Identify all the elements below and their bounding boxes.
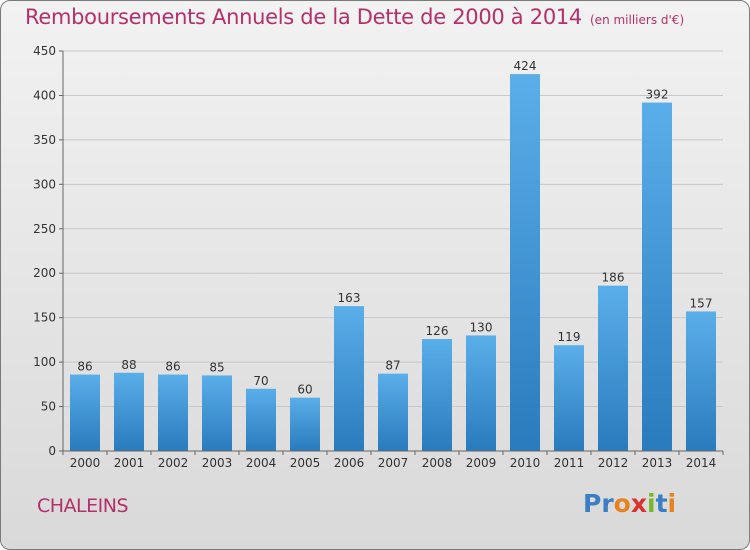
bar (114, 372, 144, 451)
bar (334, 306, 364, 451)
logo-letter: r (601, 489, 614, 518)
title-text: Remboursements Annuels de la Dette de 20… (25, 5, 582, 29)
x-tick-label: 2006 (334, 456, 365, 470)
bar-value-label: 186 (602, 271, 625, 285)
y-tick-label: 450 (33, 44, 56, 58)
logo-letter: i (667, 489, 677, 518)
x-tick-label: 2002 (158, 456, 189, 470)
x-tick-label: 2009 (466, 456, 497, 470)
x-tick-label: 2012 (598, 456, 629, 470)
bar (686, 311, 716, 451)
bar (378, 373, 408, 451)
x-tick-label: 2004 (246, 456, 277, 470)
x-tick-label: 2001 (114, 456, 145, 470)
bar-value-label: 163 (338, 291, 361, 305)
proxiti-logo: Proxiti (583, 489, 676, 518)
x-tick-label: 2011 (554, 456, 585, 470)
bar-value-label: 392 (646, 88, 669, 102)
y-tick-label: 200 (33, 266, 56, 280)
y-axis: 0 50 100 150 200 250 300 350 400 450 (33, 44, 64, 458)
title-unit: (en milliers d'€) (590, 13, 685, 27)
logo-letter: o (613, 489, 631, 518)
logo-letter: x (630, 489, 647, 518)
bar (70, 374, 100, 451)
bar-value-label: 88 (121, 358, 136, 372)
x-tick-label: 2014 (686, 456, 717, 470)
y-tick-label: 0 (48, 444, 56, 458)
bar-value-label: 60 (297, 383, 312, 397)
x-tick-label: 2003 (202, 456, 233, 470)
logo-letter: P (583, 489, 602, 518)
bar (554, 345, 584, 451)
bar-value-label: 86 (165, 360, 180, 374)
bar (466, 335, 496, 451)
bar (598, 285, 628, 451)
logo-letter: t (655, 489, 668, 518)
bar (510, 74, 540, 451)
y-tick-label: 150 (33, 311, 56, 325)
bar-value-label: 70 (253, 374, 268, 388)
x-tick-label: 2005 (290, 456, 321, 470)
bar-value-label: 424 (514, 59, 537, 73)
bar (158, 374, 188, 451)
bar-value-label: 87 (385, 359, 400, 373)
bar (290, 397, 320, 451)
y-tick-label: 350 (33, 133, 56, 147)
bar-value-label: 126 (426, 324, 449, 338)
bar-value-label: 85 (209, 360, 224, 374)
logo-letter: i (647, 489, 656, 518)
x-tick-label: 2000 (70, 456, 101, 470)
x-tick-label: 2008 (422, 456, 453, 470)
bar-value-label: 157 (690, 296, 713, 310)
y-tick-label: 250 (33, 222, 56, 236)
x-tick-label: 2013 (642, 456, 673, 470)
y-tick-label: 50 (41, 400, 56, 414)
x-tick-label: 2007 (378, 456, 409, 470)
bar (422, 339, 452, 451)
bars: 86 88 86 85 70 60 163 87 126 130 424 119 186 392 157 (70, 59, 716, 452)
y-tick-label: 400 (33, 88, 56, 102)
chart-title: Remboursements Annuels de la Dette de 20… (25, 5, 684, 29)
x-axis: 2000 2001 2002 2003 2004 2005 2006 2007 2008 2009… (62, 450, 724, 470)
commune-name: CHALEINS (37, 495, 129, 517)
bar (642, 102, 672, 452)
y-tick-label: 100 (33, 355, 56, 369)
bar-value-label: 119 (558, 330, 581, 344)
bar-value-label: 130 (470, 320, 493, 334)
x-tick-label: 2010 (510, 456, 541, 470)
bar-value-label: 86 (77, 360, 92, 374)
bar (246, 388, 276, 451)
bar (202, 375, 232, 451)
y-tick-label: 300 (33, 177, 56, 191)
